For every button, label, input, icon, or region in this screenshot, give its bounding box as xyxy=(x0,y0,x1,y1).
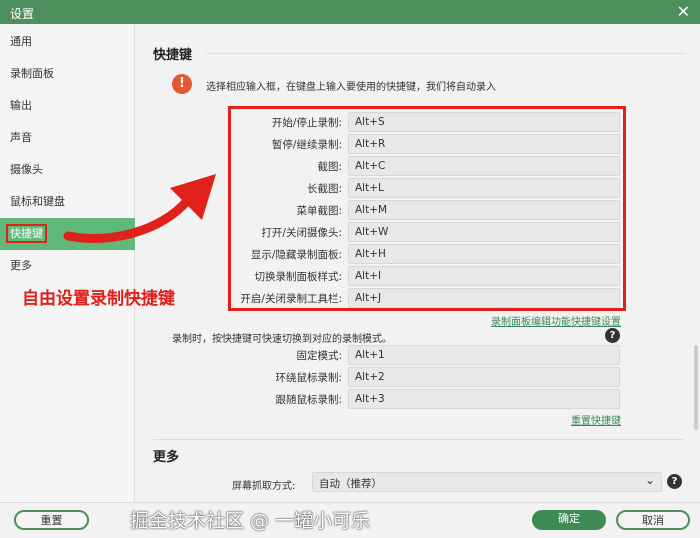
sidebar-item-camera[interactable]: 摄像头 xyxy=(10,163,43,176)
mode-label: 跟随鼠标录制: xyxy=(275,394,342,406)
shortcut-input[interactable]: Alt+H xyxy=(348,244,620,264)
shortcut-input[interactable]: Alt+W xyxy=(348,222,620,242)
shortcut-label: 切换录制面板样式: xyxy=(254,271,342,283)
sidebar-item-record-panel[interactable]: 录制面板 xyxy=(10,67,54,80)
mode-input[interactable]: Alt+1 xyxy=(348,345,620,365)
close-icon[interactable]: ✕ xyxy=(676,2,690,21)
highlight-box xyxy=(228,106,626,311)
shortcut-input[interactable]: Alt+S xyxy=(348,112,620,132)
warning-icon: ! xyxy=(172,74,192,94)
panel-shortcut-link[interactable]: 录制面板编辑功能快捷键设置 xyxy=(491,317,621,328)
sidebar-item-audio[interactable]: 声音 xyxy=(10,131,32,144)
capture-label: 屏幕抓取方式: xyxy=(232,481,296,492)
red-arrow-icon xyxy=(63,174,216,243)
capture-mode-select[interactable]: 自动（推荐） ⌄ xyxy=(312,472,662,492)
sidebar-item-general[interactable]: 通用 xyxy=(10,35,32,48)
help-icon[interactable]: ? xyxy=(667,474,682,489)
shortcut-row: 开启/关闭录制工具栏: Alt+J xyxy=(136,288,626,308)
shortcut-label: 截图: xyxy=(317,161,342,173)
shortcut-input[interactable]: Alt+R xyxy=(348,134,620,154)
shortcut-input[interactable]: Alt+M xyxy=(348,200,620,220)
mode-tip: 录制时，按快捷键可快速切换到对应的录制模式。 xyxy=(172,334,392,345)
cancel-button[interactable]: 取消 xyxy=(616,510,690,530)
shortcut-input[interactable]: Alt+L xyxy=(348,178,620,198)
shortcut-row: 打开/关闭摄像头: Alt+W xyxy=(136,222,626,242)
shortcut-row: 截图: Alt+C xyxy=(136,156,626,176)
shortcut-row: 切换录制面板样式: Alt+I xyxy=(136,266,626,286)
shortcut-label: 长截图: xyxy=(306,183,342,195)
shortcut-row: 开始/停止录制: Alt+S xyxy=(136,112,626,132)
chevron-down-icon: ⌄ xyxy=(644,473,655,487)
shortcut-label: 菜单截图: xyxy=(296,205,342,217)
sidebar-item-label: 快捷键 xyxy=(6,224,47,243)
shortcut-row: 显示/隐藏录制面板: Alt+H xyxy=(136,244,626,264)
mode-row: 固定模式: Alt+1 xyxy=(136,345,626,365)
section-title-shortcuts: 快捷键 xyxy=(153,48,193,63)
help-icon[interactable]: ? xyxy=(605,328,620,343)
shortcut-label: 暂停/继续录制: xyxy=(271,139,342,151)
divider xyxy=(206,53,686,54)
shortcut-row: 菜单截图: Alt+M xyxy=(136,200,626,220)
footer: 重置 确定 取消 xyxy=(0,502,700,538)
mode-input[interactable]: Alt+2 xyxy=(348,367,620,387)
title-bar: 设置 ✕ xyxy=(0,0,700,24)
mode-input[interactable]: Alt+3 xyxy=(348,389,620,409)
shortcut-label: 显示/隐藏录制面板: xyxy=(250,249,342,261)
shortcut-label: 打开/关闭摄像头: xyxy=(261,227,342,239)
shortcut-row: 暂停/继续录制: Alt+R xyxy=(136,134,626,154)
section-title-more: 更多 xyxy=(153,450,180,465)
shortcut-label: 开启/关闭录制工具栏: xyxy=(240,293,342,305)
mode-row: 跟随鼠标录制: Alt+3 xyxy=(136,389,626,409)
sidebar-item-mouse-keyboard[interactable]: 鼠标和键盘 xyxy=(10,195,65,208)
tip-text: 选择相应输入框，在键盘上输入要使用的快捷键，我们将自动录入 xyxy=(206,82,496,93)
mode-label: 环绕鼠标录制: xyxy=(275,372,342,384)
divider xyxy=(153,439,683,440)
sidebar-item-more[interactable]: 更多 xyxy=(10,259,32,272)
mode-label: 固定模式: xyxy=(296,350,342,362)
scrollbar[interactable] xyxy=(694,345,698,430)
shortcut-label: 开始/停止录制: xyxy=(271,117,342,129)
ok-button[interactable]: 确定 xyxy=(532,510,606,530)
annotation-text: 自由设置录制快捷键 xyxy=(22,289,175,309)
shortcut-input[interactable]: Alt+J xyxy=(348,288,620,308)
sidebar-item-output[interactable]: 输出 xyxy=(10,99,32,112)
reset-button[interactable]: 重置 xyxy=(14,510,89,530)
capture-mode-value: 自动（推荐） xyxy=(319,478,382,490)
sidebar: 通用 录制面板 输出 声音 摄像头 鼠标和键盘 快捷键 更多 xyxy=(0,24,135,502)
shortcut-input[interactable]: Alt+I xyxy=(348,266,620,286)
content-pane: 快捷键 ! 选择相应输入框，在键盘上输入要使用的快捷键，我们将自动录入 开始/停… xyxy=(136,24,696,502)
watermark: 掘金技术社区 @ 一罐小可乐 xyxy=(130,510,371,532)
window-title: 设置 xyxy=(10,7,35,21)
shortcut-row: 长截图: Alt+L xyxy=(136,178,626,198)
mode-row: 环绕鼠标录制: Alt+2 xyxy=(136,367,626,387)
shortcut-input[interactable]: Alt+C xyxy=(348,156,620,176)
reset-shortcuts-link[interactable]: 重置快捷键 xyxy=(571,416,621,427)
